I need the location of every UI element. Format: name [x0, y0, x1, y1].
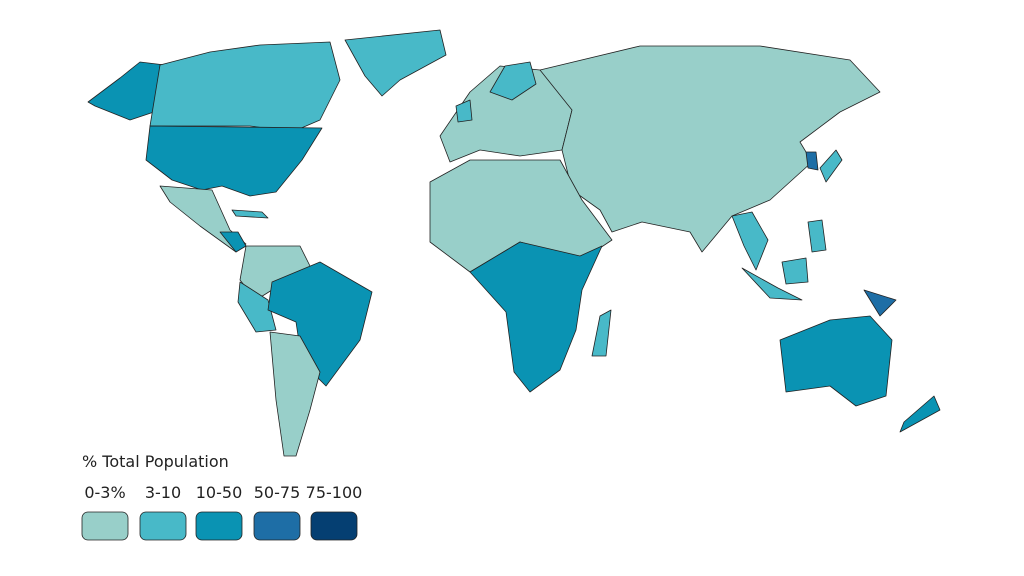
japan: [819, 149, 843, 183]
legend-swatch: [195, 511, 243, 541]
papua-new-guinea: [863, 289, 897, 317]
legend-label: 3-10: [145, 483, 181, 502]
legend-swatch: [81, 511, 129, 541]
legend-title: % Total Population: [82, 452, 229, 471]
mainland-southeast-asia: [731, 211, 769, 271]
caribbean: [231, 209, 269, 219]
land: [87, 29, 941, 457]
usa: [145, 125, 323, 197]
southern-cone: [269, 331, 321, 457]
madagascar: [591, 309, 612, 357]
legend-label: 10-50: [196, 483, 243, 502]
indonesia: [741, 267, 803, 301]
borneo: [781, 257, 809, 285]
peru: [237, 281, 277, 333]
greenland: [344, 29, 447, 97]
brazil: [267, 261, 373, 387]
uk: [455, 99, 473, 123]
australia: [779, 315, 893, 407]
legend-label: 75-100: [306, 483, 363, 502]
legend-swatch: [310, 511, 358, 541]
legend: 0-3% 3-10 10-50 50-75 75-100: [81, 483, 363, 541]
philippines: [807, 219, 827, 253]
korea: [805, 151, 819, 171]
sub-saharan-africa: [469, 241, 603, 393]
legend-label: 50-75: [254, 483, 301, 502]
canada: [149, 41, 341, 133]
legend-swatch: [139, 511, 187, 541]
new-zealand: [899, 395, 941, 433]
legend-swatch: [253, 511, 301, 541]
legend-label: 0-3%: [84, 483, 125, 502]
scandinavia: [489, 61, 537, 101]
